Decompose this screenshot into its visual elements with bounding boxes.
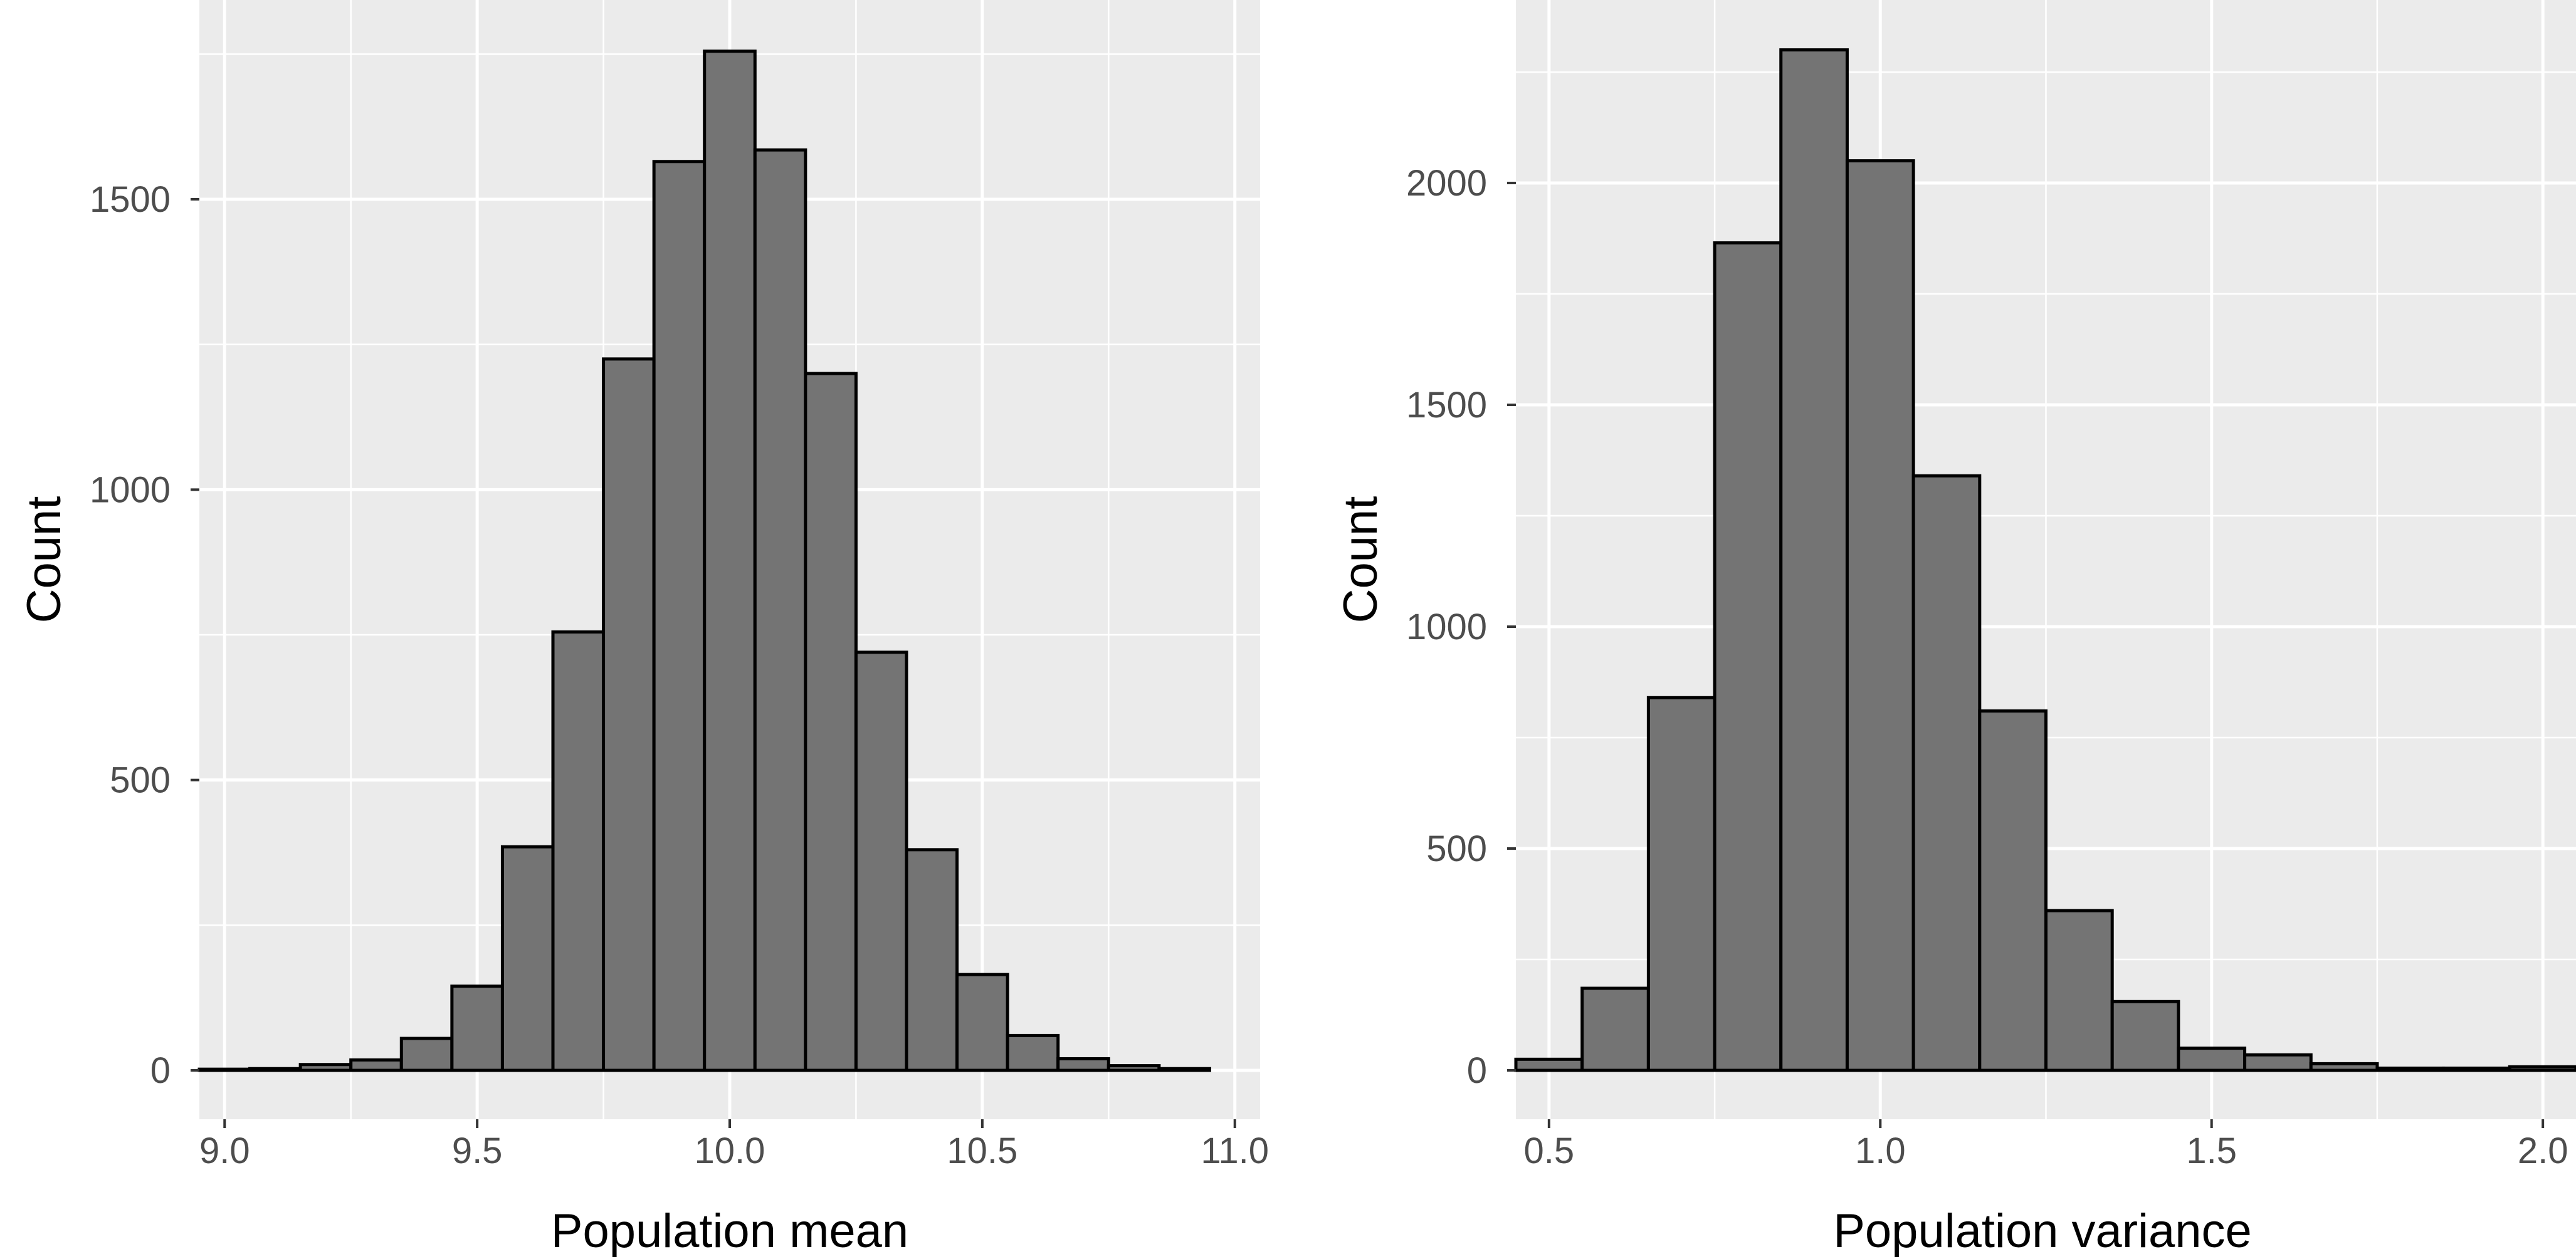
histogram-bar [551,630,606,1072]
histogram-bar [854,650,908,1072]
histogram-bar [652,160,707,1072]
x-tick-label: 1.0 [1855,1131,1906,1171]
histogram-bar [2110,1000,2180,1072]
y-tick-label: 1000 [1406,607,1487,647]
histogram-bar [1107,1064,1161,1072]
histogram-bar [2044,909,2114,1072]
x-tick-label: 9.0 [199,1131,250,1171]
histogram-bar [955,973,1009,1072]
histogram-bar [1911,474,1982,1072]
x-tick-label: 11.0 [1201,1131,1269,1171]
histogram-bar [298,1063,353,1072]
x-tick-label: 1.5 [2186,1131,2237,1171]
histogram-bar [1157,1067,1211,1072]
histogram-bar [753,148,807,1072]
histogram-bar [399,1037,454,1072]
histogram-bar [1978,709,2048,1072]
y-tick-label: 1000 [90,469,171,510]
histogram-bar [349,1058,403,1072]
mean-histogram-panel: 9.0 9.5 10.0 10.5 11.0 0 500 1000 1500 Population… [18,0,1269,1258]
y-tick-label: 0 [150,1050,171,1091]
histogram-bar [602,357,656,1072]
y-tick-label: 0 [1467,1050,1487,1091]
y-axis-title: Count [18,496,71,624]
x-tick-label: 10.5 [947,1131,1017,1171]
histogram-bar [1514,1057,1584,1072]
histogram-bar [2508,1065,2576,1072]
x-tick-label: 2.0 [2518,1131,2568,1171]
histogram-bar [1580,986,1650,1072]
histogram-bar [500,845,555,1072]
histogram-bar [1713,241,1783,1072]
histogram-bar [450,985,504,1072]
histogram-bar [703,50,757,1072]
x-axis-title: Population variance [1833,1204,2252,1258]
histogram-bar [2442,1066,2511,1072]
histogram-bar [1006,1033,1060,1072]
x-tick-label: 9.5 [452,1131,503,1171]
y-tick-label: 1500 [90,179,171,220]
histogram-bar [197,1067,252,1072]
histogram-bar [1779,48,1849,1072]
histogram-bar [248,1067,302,1072]
histogram-bar [2309,1062,2379,1072]
x-tick-label: 0.5 [1524,1131,1575,1171]
histogram-bar [905,848,959,1072]
y-tick-label: 500 [1426,828,1487,869]
variance-histogram-panel: 0.5 1.0 1.5 2.0 0 500 1000 1500 2000 Population v… [1334,0,2576,1258]
y-tick-label: 2000 [1406,163,1487,204]
y-axis-title: Count [1334,496,1387,624]
x-axis-title: Population mean [551,1204,908,1258]
histogram-bar [2243,1053,2313,1072]
histogram-bar [804,372,858,1072]
y-tick-label: 1500 [1406,385,1487,426]
histogram-bar [2177,1047,2247,1072]
histogram-bar [1056,1057,1110,1072]
y-tick-label: 500 [110,760,171,801]
histogram-bar [2375,1066,2446,1072]
x-tick-label: 10.0 [695,1131,765,1171]
histogram-bar [1845,159,1915,1072]
histogram-bar [1646,696,1716,1072]
